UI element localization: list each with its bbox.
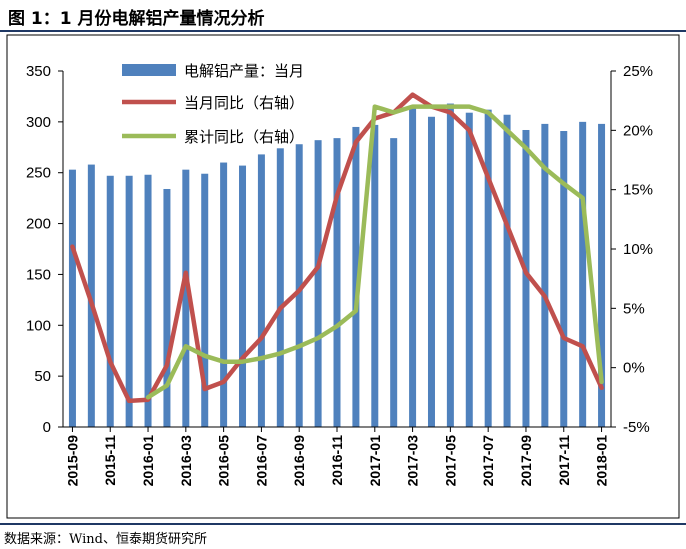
bar (560, 131, 568, 428)
right-tick-label: 20% (623, 122, 653, 139)
bar (503, 114, 511, 427)
line-series-path (70, 92, 604, 404)
bar (522, 129, 530, 427)
bar (106, 175, 114, 427)
x-tick-label: 2015-09 (64, 435, 80, 487)
x-tick-label: 2017-09 (518, 435, 534, 487)
right-tick-label: 5% (623, 300, 645, 317)
line-series (70, 92, 604, 404)
legend-label: 电解铝产量：当月 (184, 62, 304, 80)
x-tick-label: 2016-11 (329, 435, 345, 486)
bar (409, 106, 417, 427)
bar (579, 121, 587, 427)
x-tick-label: 2017-11 (556, 435, 572, 486)
bar (125, 175, 133, 427)
bar (352, 126, 360, 427)
bar (484, 109, 492, 427)
source-note: 数据来源：Wind、恒泰期货研究所 (4, 532, 207, 547)
bar (295, 144, 303, 427)
bar (144, 174, 152, 427)
bar (220, 162, 228, 428)
left-tick-label: 350 (26, 63, 51, 80)
legend-label: 累计同比（右轴） (184, 128, 304, 146)
x-tick-label: 2015-11 (102, 435, 118, 486)
chart: 0 50 100 150 200 250 300 350 -5% 0% 5% 10% 15% 20% 25%… (6, 34, 680, 519)
line-series-path (145, 104, 604, 400)
x-tick-label: 2016-03 (178, 435, 194, 487)
bar (239, 165, 247, 427)
right-tick-label: 25% (623, 63, 653, 80)
x-tick-label: 2016-01 (140, 435, 156, 487)
bar (314, 140, 322, 427)
bar (541, 123, 549, 428)
legend-swatch-bar (122, 64, 176, 76)
right-tick-label: 15% (623, 182, 653, 199)
bar (465, 112, 473, 428)
bar (201, 173, 209, 427)
bar (390, 138, 398, 427)
bar (257, 154, 265, 428)
top-rule (0, 30, 686, 32)
left-tick-label: 300 (26, 114, 51, 131)
chart-border (6, 34, 680, 519)
x-tick-label: 2017-03 (405, 435, 421, 487)
x-tick-label: 2017-05 (442, 435, 458, 487)
right-tick-label: -5% (623, 419, 650, 436)
x-tick-label: 2017-07 (480, 435, 496, 487)
right-tick-label: 0% (623, 360, 645, 377)
right-tick-label: 10% (623, 241, 653, 258)
x-tick-label: 2017-01 (367, 435, 383, 487)
figure-title: 图 1：1 月份电解铝产量情况分析 (8, 9, 265, 29)
legend-label: 当月同比（右轴） (184, 94, 304, 112)
bar (427, 116, 435, 428)
x-tick-label: 2016-09 (291, 435, 307, 487)
x-tick-label: 2016-05 (216, 435, 232, 487)
bottom-rule (0, 523, 686, 525)
bar (276, 148, 284, 427)
left-tick-label: 100 (26, 317, 51, 334)
bar (598, 123, 606, 428)
bar (371, 124, 379, 427)
bar (333, 138, 341, 427)
left-tick-label: 50 (34, 368, 51, 385)
bar (446, 103, 454, 427)
left-tick-label: 250 (26, 165, 51, 182)
x-tick-label: 2018-01 (594, 435, 610, 487)
left-tick-label: 0 (43, 419, 51, 436)
bar (182, 169, 190, 428)
bar (68, 169, 76, 428)
axes: 0 50 100 150 200 250 300 350 -5% 0% 5% 10% 15% 20% 25%… (26, 63, 653, 486)
bar (163, 188, 171, 427)
x-tick-label: 2016-07 (253, 435, 269, 487)
left-tick-label: 200 (26, 216, 51, 233)
left-tick-label: 150 (26, 266, 51, 283)
